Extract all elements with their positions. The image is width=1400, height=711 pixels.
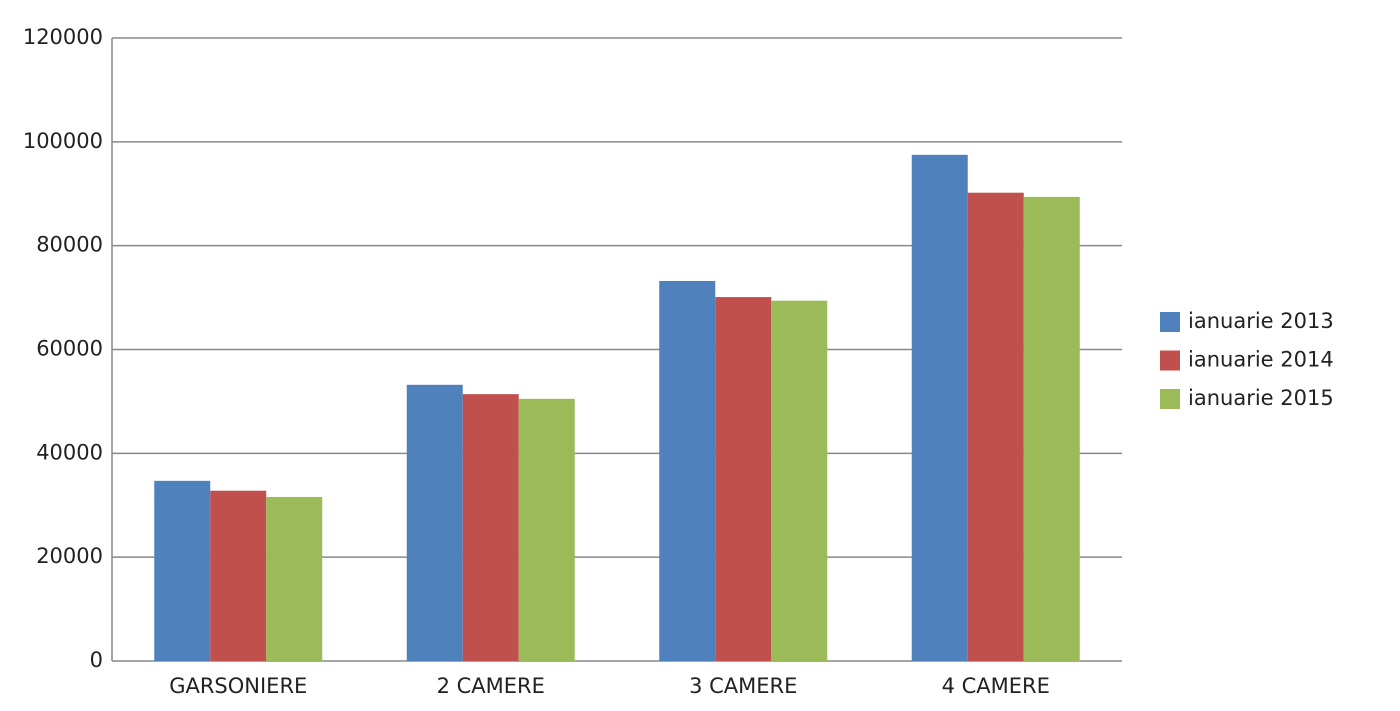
y-tick-label: 60000: [36, 337, 103, 361]
x-tick-label: 4 CAMERE: [942, 674, 1050, 698]
bar: [715, 297, 772, 661]
bar: [1023, 196, 1080, 662]
bar: [154, 480, 211, 661]
bar: [462, 394, 519, 661]
bar: [406, 384, 463, 661]
y-tick-label: 0: [90, 648, 103, 672]
legend-label: ianuarie 2014: [1188, 348, 1334, 372]
bar: [659, 280, 716, 661]
bar: [967, 192, 1024, 661]
y-tick-label: 20000: [36, 544, 103, 568]
legend-label: ianuarie 2013: [1188, 309, 1334, 333]
legend-label: ianuarie 2015: [1188, 386, 1334, 410]
y-tick-label: 40000: [36, 440, 103, 464]
bar: [771, 300, 828, 661]
legend-swatch: [1160, 389, 1180, 409]
bar: [518, 398, 575, 661]
x-tick-label: GARSONIERE: [169, 674, 307, 698]
bar: [210, 490, 267, 661]
x-tick-label: 2 CAMERE: [437, 674, 545, 698]
bar: [266, 496, 323, 661]
y-tick-label: 100000: [23, 129, 103, 153]
x-tick-label: 3 CAMERE: [689, 674, 797, 698]
y-tick-label: 80000: [36, 233, 103, 257]
y-tick-label: 120000: [23, 25, 103, 49]
legend-swatch: [1160, 312, 1180, 332]
legend-swatch: [1160, 350, 1180, 371]
bar: [911, 154, 968, 661]
